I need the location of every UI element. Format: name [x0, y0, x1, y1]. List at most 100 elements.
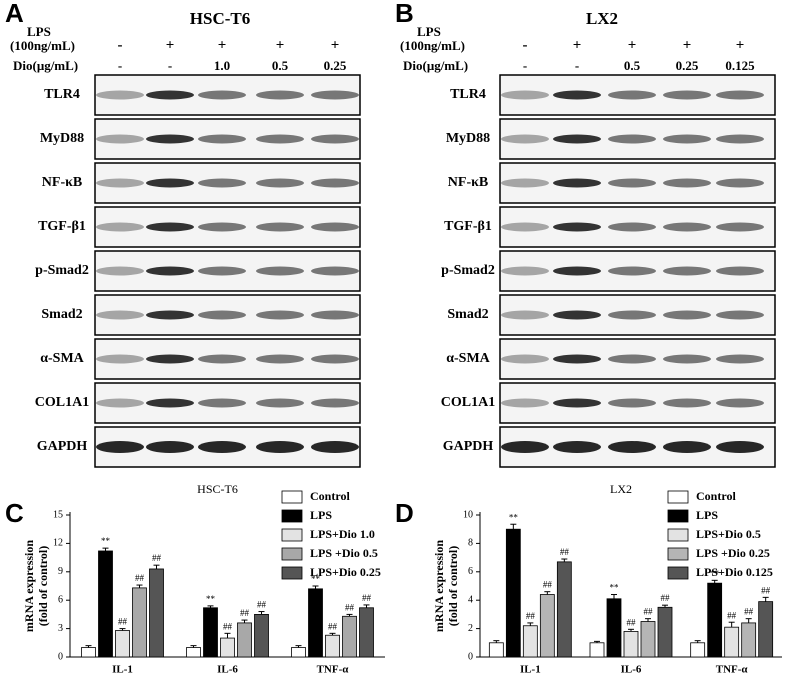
dio-label: Dio(μg/mL): [13, 58, 78, 73]
blot-band: [256, 222, 304, 232]
protein-label: TGF-β1: [38, 219, 86, 234]
bar: [220, 637, 235, 658]
chart-title: HSC-T6: [197, 482, 238, 496]
blot-band: [311, 354, 359, 364]
blot-band: [501, 134, 549, 144]
bar: [589, 642, 605, 658]
bar: [98, 550, 113, 658]
blot-band: [501, 310, 549, 320]
blot-band: [608, 222, 656, 232]
significance-mark: ##: [152, 553, 162, 563]
legend-swatch: [667, 528, 689, 542]
legend-swatch: [281, 509, 303, 523]
bar: [724, 626, 740, 658]
blot-band: [146, 90, 194, 100]
legend-label: LPS: [696, 508, 718, 522]
bar: [741, 622, 757, 658]
blot-band: [716, 310, 764, 320]
blot-band: [608, 266, 656, 276]
significance-mark: ##: [661, 593, 671, 603]
blot-title: HSC-T6: [190, 9, 250, 28]
dio-label: Dio(μg/mL): [403, 58, 468, 73]
lps-sign: +: [736, 37, 745, 53]
blot-band: [663, 222, 711, 232]
legend-swatch: [281, 547, 303, 561]
bar: [758, 601, 774, 658]
bar: [132, 587, 147, 658]
blot-band: [198, 354, 246, 364]
legend-label: LPS: [310, 508, 332, 522]
x-tick-label: IL-1: [520, 664, 541, 676]
bar: [325, 634, 340, 658]
blot-band: [256, 178, 304, 188]
blot-band: [663, 398, 711, 408]
blot-band: [501, 222, 549, 232]
y-tick-label: 10: [463, 509, 473, 520]
conc-label: (100ng/mL): [400, 38, 465, 53]
blot-band: [96, 178, 144, 188]
blot-band: [608, 354, 656, 364]
blot-band: [716, 354, 764, 364]
dio-dose: 0.25: [324, 58, 347, 73]
protein-label: GAPDH: [443, 439, 494, 454]
y-tick-label: 9: [58, 566, 63, 577]
lps-label: LPS: [27, 24, 51, 39]
bar: [237, 622, 252, 658]
blot-band: [553, 90, 601, 100]
blot-title: LX2: [586, 9, 618, 28]
panel-letter: A: [5, 0, 24, 28]
legend-swatch: [667, 566, 689, 580]
significance-mark: ##: [135, 573, 145, 583]
blot-band: [608, 310, 656, 320]
blot-band: [716, 441, 764, 453]
lps-sign: +: [276, 37, 285, 53]
dio-dose: -: [575, 58, 579, 73]
significance-mark: **: [710, 568, 720, 578]
y-axis-label: mRNA expression: [432, 540, 446, 632]
lps-sign: -: [118, 37, 123, 53]
blot-band: [198, 222, 246, 232]
legend-label: LPS+Dio 0.5: [696, 527, 761, 541]
dio-dose: 0.25: [676, 58, 699, 73]
blot-band: [198, 398, 246, 408]
bar: [539, 594, 555, 658]
legend-label: LPS +Dio 0.5: [310, 546, 378, 560]
significance-mark: ##: [223, 621, 233, 631]
blot-band: [311, 90, 359, 100]
lps-sign: +: [331, 37, 340, 53]
bar: [81, 647, 96, 658]
protein-label: TGF-β1: [444, 219, 492, 234]
significance-mark: ##: [328, 621, 338, 631]
protein-label: Smad2: [447, 307, 488, 322]
blot-band: [146, 134, 194, 144]
legend-label: LPS+Dio 1.0: [310, 527, 375, 541]
dio-dose: -: [523, 58, 527, 73]
blot-band: [256, 441, 304, 453]
blot-band: [608, 134, 656, 144]
blot-band: [311, 310, 359, 320]
blot-band: [663, 354, 711, 364]
blot-band: [256, 354, 304, 364]
blot-band: [608, 90, 656, 100]
blot-band: [198, 134, 246, 144]
blot-band: [553, 310, 601, 320]
blot-band: [501, 90, 549, 100]
blot-band: [198, 90, 246, 100]
protein-label: MyD88: [446, 131, 490, 146]
panel-letter: B: [395, 0, 414, 28]
significance-mark: ##: [240, 608, 250, 618]
chart-title: LX2: [610, 482, 632, 496]
blot-band: [501, 178, 549, 188]
blot-band: [96, 398, 144, 408]
blot-band: [96, 354, 144, 364]
blot-band: [256, 266, 304, 276]
blot-band: [716, 178, 764, 188]
significance-mark: ##: [345, 602, 355, 612]
protein-label: NF-κB: [448, 175, 488, 190]
blot-band: [96, 134, 144, 144]
panel-letter: D: [395, 498, 414, 528]
significance-mark: ##: [727, 610, 737, 620]
y-tick-label: 15: [53, 509, 63, 520]
bar: [291, 647, 306, 658]
legend-label: LPS +Dio 0.25: [696, 546, 770, 560]
